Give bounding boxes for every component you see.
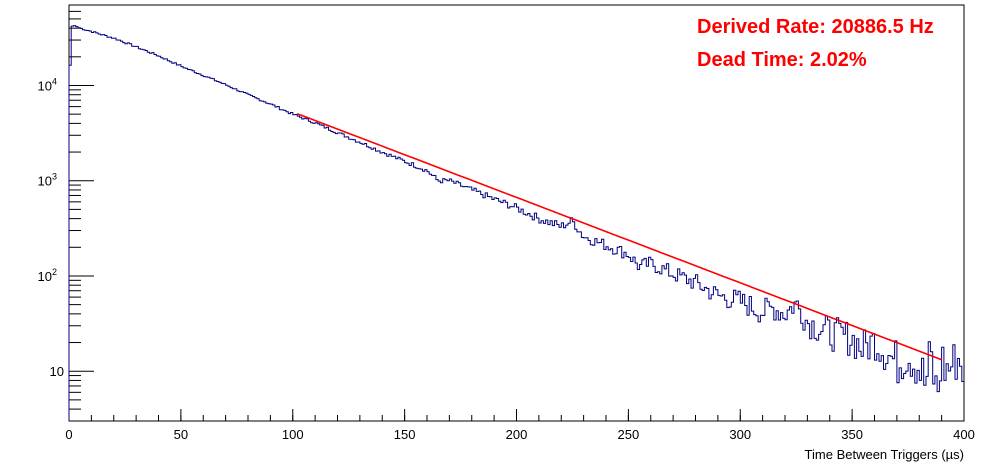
- x-tick-label: 100: [282, 427, 304, 442]
- x-axis: 0 50 100 150 200 250 300 350 400: [65, 409, 975, 442]
- x-tick-label: 0: [65, 427, 72, 442]
- annotation-dead-time: Dead Time: 2.02%: [697, 49, 867, 71]
- y-axis: 10 102 103 104: [38, 4, 94, 422]
- annotation-derived-rate: Derived Rate: 20886.5 Hz: [697, 16, 934, 38]
- x-axis-title: Time Between Triggers (µs): [805, 447, 964, 462]
- y-tick-label: 103: [38, 172, 57, 189]
- y-tick-label: 104: [38, 76, 57, 93]
- x-tick-label: 250: [618, 427, 640, 442]
- x-tick-label: 300: [729, 427, 751, 442]
- data-histogram-line: [68, 25, 964, 421]
- x-tick-label: 350: [841, 427, 863, 442]
- x-tick-label: 200: [506, 427, 528, 442]
- x-tick-label: 50: [174, 427, 188, 442]
- x-tick-label: 150: [394, 427, 416, 442]
- y-tick-label: 102: [38, 267, 57, 284]
- x-tick-label: 400: [953, 427, 975, 442]
- y-tick-label: 10: [50, 364, 64, 379]
- fit-line: [296, 112, 942, 361]
